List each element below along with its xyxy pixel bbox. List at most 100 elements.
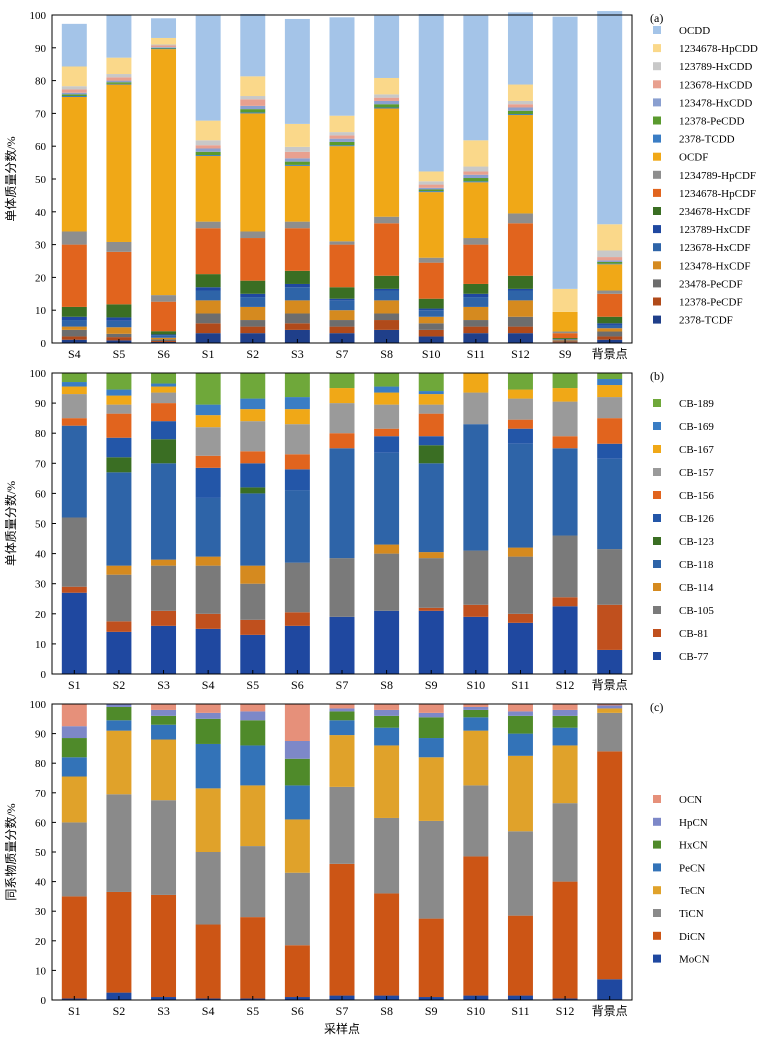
legend-label: 123478-HxCDF (679, 260, 751, 272)
bar-segment-S3-23478-PeCDF (284, 313, 310, 324)
bar-segment-S11-CB-114 (507, 547, 533, 557)
bar-segment-S3-CB-169 (151, 383, 177, 387)
bar-segment-S10-HpCN (463, 706, 489, 710)
bar-segment-S7-123478-HxCDF (329, 310, 355, 321)
legend-label: 12378-PeCDD (679, 116, 744, 128)
bar-segment-S2-1234678-HpCDF (240, 238, 266, 281)
bar-segment-S7-HxCN (329, 711, 355, 721)
bar-segment-S7-1234678-HpCDD (329, 115, 355, 133)
y-tick-label: 20 (35, 609, 47, 621)
x-tick-label: S5 (246, 678, 259, 692)
bar-segment-S7-123478-HxCDD (329, 138, 355, 142)
x-tick-label: S1 (68, 678, 81, 692)
bar-segment-S11-234678-HxCDF (463, 283, 489, 294)
x-tick-label: 背景点 (592, 347, 628, 361)
bar-segment-S4-123478-HxCDD (61, 92, 87, 95)
legend-swatch (653, 514, 661, 522)
bar-segment-S5-123678-HxCDF (106, 320, 132, 328)
bar-segment-S8-CB-126 (374, 436, 400, 453)
bars (61, 704, 623, 1000)
bar-segment-S3-CB-77 (151, 625, 177, 674)
bar-segment-S11-PeCN (507, 733, 533, 756)
legend-label: 123678-HxCDD (679, 79, 752, 91)
legend-swatch (653, 817, 661, 826)
legend-label: 234678-HxCDF (679, 206, 751, 218)
bar-segment-S12-CB-157 (552, 401, 578, 437)
legend-label: 2378-TCDF (679, 315, 733, 327)
bar-segment-S4-CB-81 (195, 613, 221, 629)
bar-segment-S12-12378-PeCDD (507, 110, 533, 115)
bar-segment-S1-DiCN (61, 896, 87, 999)
bar-segment-S11-CB-77 (507, 622, 533, 674)
bar-segment-S4-CB-105 (195, 565, 221, 614)
bar-segment-背景点-1234678-HpCDF (597, 293, 623, 317)
y-tick-label: 50 (35, 174, 47, 186)
bar-segment-S2-TeCN (106, 730, 132, 795)
bar-segment-S10-HxCN (463, 709, 489, 718)
bar-segment-S7-1234678-HpCDF (329, 244, 355, 288)
bar-segment-S10-1234678-HpCDF (418, 262, 444, 299)
legend-swatch (653, 207, 661, 215)
y-tick-label: 40 (35, 549, 47, 561)
bar-segment-背景点-CB-126 (597, 443, 623, 459)
bar-segment-S8-CB-118 (374, 452, 400, 545)
bar-segment-S3-123678-HxCDF (284, 287, 310, 301)
bar-segment-S2-CB-105 (106, 574, 132, 622)
bar-segment-S12-1234678-HpCDF (507, 223, 533, 276)
bar-segment-S3-PeCN (151, 724, 177, 740)
bar-segment-S7-DiCN (329, 863, 355, 996)
bar-segment-S8-123678-HxCDF (374, 290, 400, 301)
legend-label: OCN (679, 794, 702, 806)
bar-segment-S5-123789-HxCDF (106, 317, 132, 321)
bar-segment-S10-CB-105 (463, 550, 489, 605)
bar-segment-S2-CB-126 (106, 437, 132, 458)
legend-label: HpCN (679, 817, 708, 829)
bar-segment-S12-123478-HxCDF (507, 300, 533, 317)
bar-segment-S6-1234678-HpCDD (151, 37, 177, 45)
bar-segment-背景点-234678-HxCDF (597, 316, 623, 324)
bar-segment-S9-CB-126 (418, 436, 444, 446)
bar-segment-S12-2378-TCDD (507, 114, 533, 116)
bar-segment-S2-12378-PeCDD (240, 109, 266, 113)
bar-segment-S5-OCN (240, 704, 266, 712)
bar-segment-S6-123678-HxCDD (151, 45, 177, 48)
x-tick-label: S4 (68, 347, 81, 361)
bar-segment-S6-TeCN (284, 819, 310, 873)
bar-segment-S1-OCN (61, 704, 87, 727)
bar-segment-背景点-CB-189 (597, 373, 623, 380)
legend-swatch (653, 560, 661, 568)
legend-label: CB-167 (679, 444, 714, 456)
bar-segment-S3-CB-118 (151, 463, 177, 560)
bar-segment-S1-CB-167 (61, 386, 87, 395)
bar-segment-S3-1234678-HpCDD (284, 123, 310, 147)
legend-swatch (653, 62, 661, 71)
bar-segment-S3-123789-HxCDF (284, 283, 310, 288)
bar-segment-S10-CB-81 (463, 604, 489, 617)
bar-segment-S7-CB-167 (329, 388, 355, 404)
y-tick-label: 10 (35, 305, 47, 317)
x-tick-label: S4 (202, 678, 215, 692)
bar-segment-S9-CB-114 (418, 552, 444, 559)
bar-segment-S11-CB-81 (507, 613, 533, 623)
bar-segment-S12-TiCN (552, 803, 578, 882)
bar-segment-S6-123789-HxCDF (151, 334, 177, 336)
bar-segment-S1-TeCN (61, 776, 87, 823)
x-tick-label: S3 (157, 1004, 170, 1018)
bar-segment-S2-CB-118 (106, 472, 132, 566)
bar-segment-S4-123789-HxCDD (61, 86, 87, 90)
y-axis-label: 单体质量分数/% (3, 481, 18, 566)
bar-segment-S4-CB-118 (195, 497, 221, 557)
bar-segment-S12-CB-81 (552, 597, 578, 607)
bar-segment-S8-CB-156 (374, 428, 400, 437)
bar-segment-S10-123678-HxCDF (418, 310, 444, 317)
x-tick-label: S7 (336, 678, 349, 692)
legend-label: OCDD (679, 25, 710, 37)
bar-segment-S10-234678-HxCDF (418, 298, 444, 309)
y-tick-label: 10 (35, 965, 47, 977)
bar-segment-S1-2378-TCDF (195, 333, 221, 343)
bar-segment-S8-CB-167 (374, 392, 400, 405)
bars (61, 373, 623, 674)
bar-segment-S1-1234789-HpCDF (195, 221, 221, 229)
bar-segment-S10-123789-HxCDF (418, 308, 444, 311)
